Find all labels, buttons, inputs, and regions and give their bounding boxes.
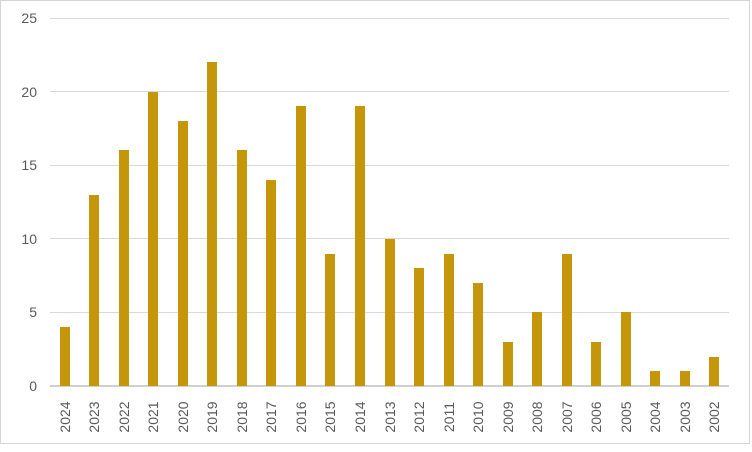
gridline-20 [50, 91, 729, 93]
x-axis-tick-label-2010: 2010 [470, 401, 487, 433]
x-axis-tick-label-2003: 2003 [676, 401, 693, 433]
x-axis-tick-label-2006: 2006 [588, 401, 605, 433]
x-axis-tick-label-2012: 2012 [411, 401, 428, 433]
x-axis-tick-label-2004: 2004 [647, 401, 664, 433]
bar-2002 [709, 356, 720, 386]
y-axis-tick-label-10: 10 [21, 230, 37, 247]
bar-2011 [443, 253, 454, 386]
bar-2007 [561, 253, 572, 386]
gridline-25 [50, 17, 729, 19]
x-axis-tick-label-2014: 2014 [351, 401, 368, 433]
chart-frame: 0 5 10 15 20 25 2024 2023 2022 2021 2020 2019 2018 2… [0, 0, 750, 444]
x-axis-tick-label-2005: 2005 [617, 401, 634, 433]
x-axis-tick-label-2009: 2009 [499, 401, 516, 433]
y-axis-tick-label-20: 20 [21, 83, 37, 100]
bar-2006 [591, 341, 602, 386]
x-axis-tick-label-2024: 2024 [56, 401, 73, 433]
bar-2005 [620, 312, 631, 386]
bar-2004 [650, 371, 661, 386]
x-axis-tick-label-2022: 2022 [115, 401, 132, 433]
x-axis-tick-label-2021: 2021 [145, 401, 162, 433]
x-axis-tick-label-2015: 2015 [322, 401, 339, 433]
gridline-15 [50, 164, 729, 166]
y-axis-tick-label-15: 15 [21, 157, 37, 174]
x-axis-tick-label-2002: 2002 [706, 401, 723, 433]
bar-2012 [414, 268, 425, 386]
bar-2010 [473, 282, 484, 386]
x-axis-tick-label-2013: 2013 [381, 401, 398, 433]
bar-2016 [295, 106, 306, 386]
x-axis-tick-label-2016: 2016 [292, 401, 309, 433]
x-axis-tick-label-2007: 2007 [558, 401, 575, 433]
bar-2009 [502, 341, 513, 386]
bar-2023 [89, 194, 100, 386]
x-axis-tick-label-2020: 2020 [174, 401, 191, 433]
x-axis-tick-label-2019: 2019 [204, 401, 221, 433]
bar-2008 [532, 312, 543, 386]
bar-2024 [59, 327, 70, 386]
x-axis-tick-label-2017: 2017 [263, 401, 280, 433]
y-axis-tick-label-0: 0 [29, 378, 37, 394]
bar-2014 [354, 106, 365, 386]
x-axis-tick-label-2011: 2011 [440, 401, 457, 433]
bar-2020 [177, 121, 188, 386]
y-axis-tick-label-5: 5 [29, 304, 37, 321]
x-axis-tick-label-2018: 2018 [233, 401, 250, 433]
bar-2015 [325, 253, 336, 386]
bar-2019 [207, 62, 218, 386]
x-axis-tick-label-2023: 2023 [86, 401, 103, 433]
bar-2013 [384, 238, 395, 386]
gridline-10 [50, 238, 729, 240]
bar-2003 [679, 371, 690, 386]
bar-2018 [236, 150, 247, 386]
bar-2017 [266, 179, 277, 386]
plot-area [50, 17, 729, 387]
bar-2022 [118, 150, 129, 386]
bar-2021 [148, 91, 159, 386]
x-axis-tick-label-2008: 2008 [529, 401, 546, 433]
y-axis-tick-label-25: 25 [21, 10, 37, 26]
